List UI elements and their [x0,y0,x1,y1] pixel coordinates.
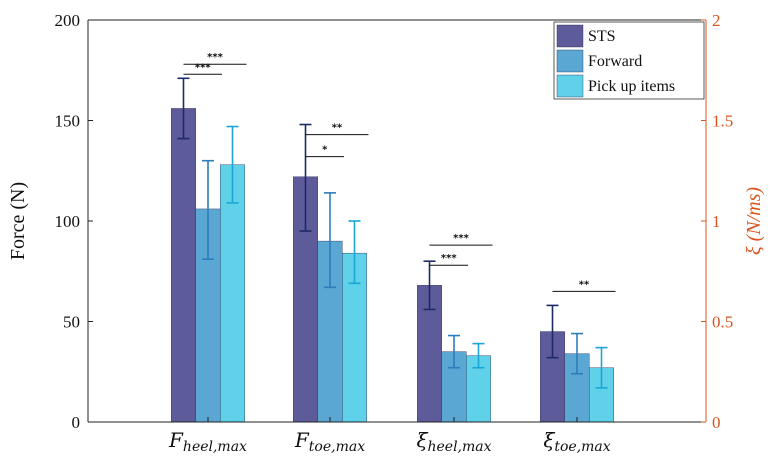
significance-label: *** [441,253,457,264]
y-right-tick-label: 1 [712,212,721,231]
y-right-tick-label: 1.5 [712,112,733,131]
y-axis-right-label: ξ (N/ms) [743,187,765,255]
legend-label: STS [588,28,616,45]
y-axis-left-label: Force (N) [7,182,29,260]
significance-label: ** [332,123,343,134]
y-right-tick-label: 0 [712,413,721,432]
category-label: ξheel,max [416,428,491,455]
bar [171,108,196,423]
y-right-tick-label: 2 [712,11,721,30]
y-left-tick-label: 200 [55,11,81,30]
category-label: ξtoe,max [543,428,610,455]
significance-label: *** [453,233,469,244]
category-label: Ftoe,max [294,428,365,455]
legend: STS Forward Pick up items [553,21,705,100]
y-left-tick-label: 0 [72,413,81,432]
legend-label: Forward [588,53,642,70]
ticks-layer: 0 50 100 150 200 0 0.5 1 1.5 2 [55,11,734,432]
category-label: Fheel,max [168,428,247,455]
legend-swatch [556,49,584,73]
significance-layer: ***************** [183,52,616,292]
bars-layer [171,108,614,423]
error-bars-layer [177,77,608,389]
significance-label: * [322,145,328,156]
y-left-tick-label: 100 [55,212,81,231]
significance-label: *** [195,62,211,73]
y-left-tick-label: 150 [55,112,81,131]
legend-label: Pick up items [588,78,675,95]
y-right-tick-label: 0.5 [712,313,733,332]
category-labels: Fheel,max Ftoe,max ξheel,max ξtoe,max [168,428,611,455]
legend-swatch [556,24,584,48]
significance-label: ** [579,279,590,290]
bar [220,164,245,423]
legend-swatch [556,74,584,98]
axes-layer [87,19,707,423]
significance-label: *** [207,52,223,63]
y-left-tick-label: 50 [63,313,80,332]
